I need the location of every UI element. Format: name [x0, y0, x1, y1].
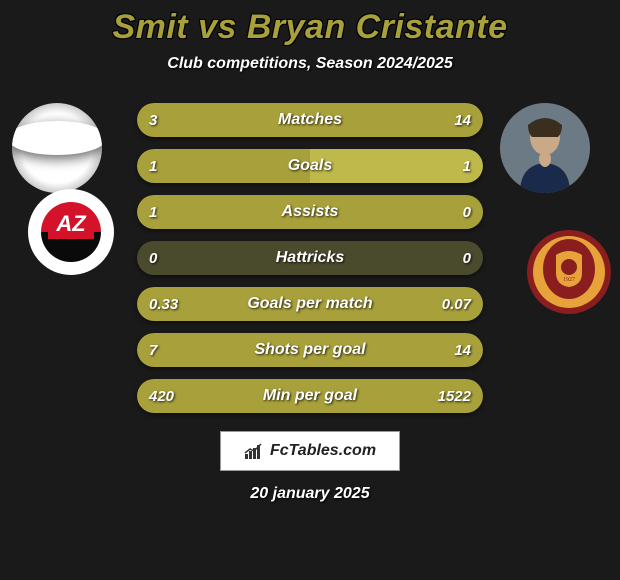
comparison-card: Smit vs Bryan Cristante Club competition…	[0, 0, 620, 580]
stat-row: 3Matches14	[137, 103, 483, 137]
stat-row: 7Shots per goal14	[137, 333, 483, 367]
stat-label: Goals per match	[137, 287, 483, 321]
date-label: 20 january 2025	[0, 485, 620, 503]
subtitle: Club competitions, Season 2024/2025	[0, 55, 620, 73]
stat-value-right: 1	[463, 149, 471, 183]
brand-badge: FcTables.com	[220, 431, 400, 471]
player-right-photo	[500, 103, 590, 193]
stat-value-right: 1522	[438, 379, 471, 413]
stat-value-right: 14	[454, 103, 471, 137]
player-left-photo	[12, 103, 102, 193]
stat-label: Shots per goal	[137, 333, 483, 367]
club-left-logo: AZ	[28, 189, 114, 275]
stat-value-right: 0.07	[442, 287, 471, 321]
stat-label: Hattricks	[137, 241, 483, 275]
stat-label: Assists	[137, 195, 483, 229]
brand-text: FcTables.com	[270, 442, 376, 460]
stat-label: Min per goal	[137, 379, 483, 413]
club-right-logo: 1927	[526, 229, 612, 315]
stat-row: 0.33Goals per match0.07	[137, 287, 483, 321]
stat-value-right: 14	[454, 333, 471, 367]
stats-area: AZ 1927 3Matches141Goals11Assists00Hattr…	[0, 103, 620, 413]
stat-label: Matches	[137, 103, 483, 137]
page-title: Smit vs Bryan Cristante	[0, 8, 620, 47]
stat-rows: 3Matches141Goals11Assists00Hattricks00.3…	[137, 103, 483, 413]
stat-value-right: 0	[463, 241, 471, 275]
stat-value-right: 0	[463, 195, 471, 229]
stat-row: 0Hattricks0	[137, 241, 483, 275]
stat-label: Goals	[137, 149, 483, 183]
chart-icon	[244, 442, 266, 460]
stat-row: 420Min per goal1522	[137, 379, 483, 413]
stat-row: 1Assists0	[137, 195, 483, 229]
svg-text:1927: 1927	[563, 277, 575, 283]
stat-row: 1Goals1	[137, 149, 483, 183]
